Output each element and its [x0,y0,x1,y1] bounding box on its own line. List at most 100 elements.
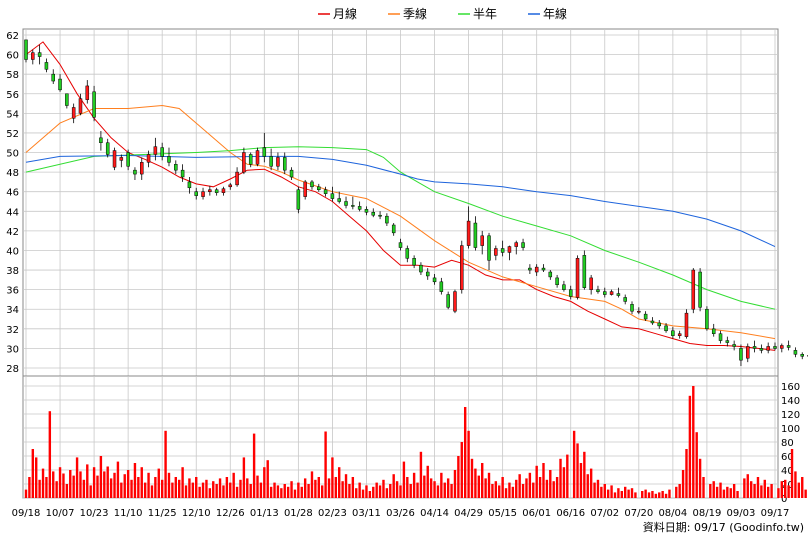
candle-body [147,154,150,162]
candle-body [188,182,191,188]
volume-bar [678,484,680,498]
volume-bar [505,488,507,498]
volume-tick-label: 140 [781,396,800,407]
legend-item-4: 年線 [528,6,567,21]
volume-bar [525,478,527,498]
volume-bar [294,490,296,498]
volume-bar [539,477,541,498]
volume-bar [607,490,609,498]
volume-bar [457,456,459,498]
volume-bar [518,474,520,498]
volume-bar [93,467,95,498]
volume-bar [192,483,194,498]
volume-bar [627,490,629,498]
candle-body [25,40,28,60]
volume-bar [35,457,37,498]
price-tick-label: 46 [6,188,19,199]
candle-body [787,345,790,347]
volume-bar [154,477,156,498]
volume-bar [79,471,81,498]
candle-body [678,334,681,336]
volume-bar [433,481,435,498]
date-tick-label: 12/10 [182,508,211,519]
volume-bar [144,483,146,498]
volume-bar [236,487,238,498]
candle-body [113,151,116,168]
volume-bar [508,483,510,498]
volume-bar [110,478,112,498]
volume-bar [355,488,357,498]
volume-bar [263,467,265,498]
volume-bar [692,386,694,498]
price-tick-label: 30 [6,344,19,355]
candle-body [699,272,702,307]
volume-bar [440,473,442,498]
volume-bar [682,470,684,498]
volume-bar [420,452,422,498]
volume-bar [250,484,252,498]
candle-body [460,246,463,290]
volume-bar [147,473,149,498]
candle-body [447,295,450,308]
candle-body [256,151,259,165]
volume-bar [389,484,391,498]
volume-bar [335,477,337,498]
candle [113,148,116,171]
volume-bar [713,481,715,498]
volume-bar [270,487,272,498]
price-tick-label: 52 [6,129,19,140]
candle-body [161,148,164,157]
candle-body [624,297,627,301]
volume-bar [399,485,401,498]
candle-body [38,53,41,57]
volume-bar [243,457,245,498]
volume-bar [66,484,68,498]
volume-bar [617,488,619,498]
volume-bar [522,484,524,498]
candle-body [297,190,300,210]
candle [794,347,797,357]
volume-bar [52,471,54,498]
volume-bar [631,488,633,498]
volume-bar [96,476,98,498]
volume-bar [474,469,476,498]
volume-tick-label: 160 [781,382,800,393]
candle-body [338,199,341,202]
legend-label: 年線 [543,6,567,21]
price-tick-label: 60 [6,51,19,62]
price-tick-label: 56 [6,90,19,101]
candle [453,290,456,314]
candle-body [801,354,804,356]
candle-body [202,192,205,197]
volume-bar [321,485,323,498]
legend: 月線季線半年年線 [318,6,567,21]
candle [576,255,579,299]
volume-bar [501,477,503,498]
candle-body [535,267,538,272]
candle-body [106,143,109,155]
volume-bar [382,480,384,498]
volume-bar [372,487,374,498]
candle-body [215,190,218,193]
volume-bar [32,449,34,498]
date-tick-label: 09/03 [727,508,756,519]
volume-bar [736,491,738,498]
candle-body [528,268,531,270]
volume-bar [484,478,486,498]
candle-body [726,341,729,343]
candle-body [331,194,334,199]
candle-body [65,94,68,106]
volume-bar [287,487,289,498]
candle [25,40,28,63]
legend-label: 季線 [403,6,427,21]
volume-bar [386,488,388,498]
volume-bar [566,455,568,498]
volume-bar [164,431,166,498]
date-tick-label: 07/02 [590,508,619,519]
volume-bar [345,474,347,498]
volume-bar [668,490,670,498]
volume-bar [89,485,91,498]
